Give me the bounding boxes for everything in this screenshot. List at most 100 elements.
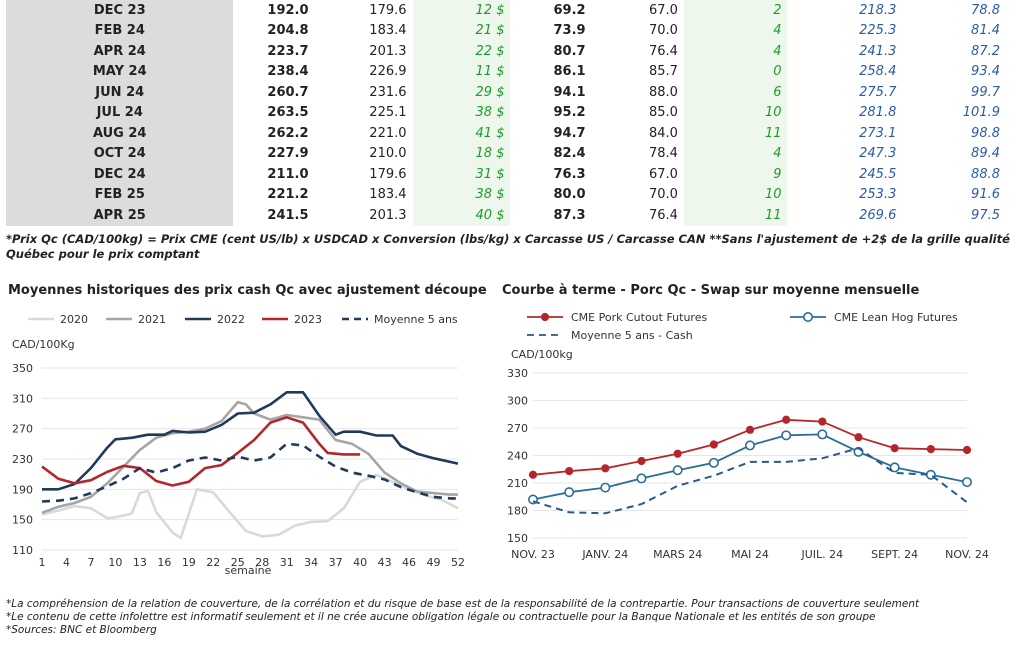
table-cell: 238.4 bbox=[267, 64, 309, 80]
data-point bbox=[600, 482, 611, 493]
x-tick-label: JANV. 24 bbox=[581, 548, 628, 561]
table-cell: 81.4 bbox=[971, 23, 1000, 39]
data-point bbox=[708, 457, 719, 468]
table-cell: 226.9 bbox=[369, 64, 407, 80]
table-cell: 41 $ bbox=[412, 123, 511, 144]
x-tick-label: SEPT. 24 bbox=[871, 548, 918, 561]
table-row: APR 24 223.7 201.3 22 $ 80.7 76.4 4 241.3 87.2 bbox=[6, 41, 1006, 62]
table-cell: 241.3 bbox=[859, 43, 897, 59]
table-cell: 247.3 bbox=[859, 146, 897, 162]
row-month-cell: AUG 24 bbox=[6, 123, 234, 144]
table-cell: 86.1 bbox=[553, 64, 586, 80]
table-cell: 275.7 bbox=[859, 84, 897, 100]
table-cell: 87.2 bbox=[971, 43, 1000, 59]
row-month-cell: MAY 24 bbox=[6, 61, 234, 82]
table-cell: 9 bbox=[683, 164, 788, 185]
y-tick-label: 330 bbox=[507, 367, 528, 380]
legend-label: 2020 bbox=[60, 313, 88, 326]
table-cell: 29 $ bbox=[412, 82, 511, 103]
table-cell: 76.4 bbox=[648, 43, 678, 59]
series-line bbox=[41, 473, 459, 540]
table-cell: 4 bbox=[683, 143, 788, 164]
y-tick-label: 310 bbox=[12, 392, 33, 405]
table-cell: 273.1 bbox=[859, 125, 897, 141]
data-point bbox=[744, 440, 755, 451]
table-cell: 269.6 bbox=[859, 207, 897, 223]
x-tick-label: 25 bbox=[231, 556, 245, 569]
table-cell: 227.9 bbox=[267, 146, 309, 162]
data-point bbox=[564, 487, 575, 498]
table-cell: 73.9 bbox=[553, 23, 586, 39]
x-tick-label: 10 bbox=[108, 556, 122, 569]
x-tick-label: 31 bbox=[280, 556, 294, 569]
x-tick-label: NOV. 24 bbox=[945, 548, 989, 561]
x-tick-label: 13 bbox=[133, 556, 147, 569]
x-tick-label: 43 bbox=[378, 556, 392, 569]
table-cell: 31 $ bbox=[412, 164, 511, 185]
table-cell: 183.4 bbox=[369, 187, 407, 203]
table-cell: 12 $ bbox=[412, 0, 511, 21]
table-row: APR 25 241.5 201.3 40 $ 87.3 76.4 11 269.6 97.5 bbox=[6, 205, 1006, 226]
table-cell: 95.2 bbox=[553, 105, 586, 121]
table-row: AUG 24 262.2 221.0 41 $ 94.7 84.0 11 273.1 98.8 bbox=[6, 123, 1006, 144]
table-cell: 221.0 bbox=[369, 125, 407, 141]
historical-cash-chart: 110 150 190 230 270 310 350 1 4 7 10 13 16 19 22 25 28 31… bbox=[12, 313, 465, 577]
table-cell: 260.7 bbox=[267, 84, 309, 100]
row-month-cell: APR 25 bbox=[6, 205, 234, 226]
table-cell: 183.4 bbox=[369, 23, 407, 39]
table-row: DEC 24 211.0 179.6 31 $ 76.3 67.0 9 245.5 88.8 bbox=[6, 164, 1006, 185]
table-cell: 76.3 bbox=[553, 166, 586, 182]
table-cell: 76.4 bbox=[648, 207, 678, 223]
table-cell: 10 bbox=[683, 184, 788, 205]
table-row: JUL 24 263.5 225.1 38 $ 95.2 85.0 10 281.8 101.9 bbox=[6, 102, 1006, 123]
x-tick-label: 40 bbox=[353, 556, 367, 569]
table-cell: 11 bbox=[683, 123, 788, 144]
data-point bbox=[817, 429, 828, 440]
table-cell: 91.6 bbox=[971, 187, 1000, 203]
y-tick-label: 190 bbox=[12, 483, 33, 496]
data-point bbox=[890, 444, 899, 453]
table-cell: 80.0 bbox=[553, 187, 586, 203]
table-cell: 67.0 bbox=[648, 166, 678, 182]
table-cell: 241.5 bbox=[267, 207, 309, 223]
row-month-cell: JUL 24 bbox=[6, 102, 234, 123]
table-cell: 225.1 bbox=[369, 105, 407, 121]
table-cell: 258.4 bbox=[859, 64, 897, 80]
series-line bbox=[532, 447, 968, 515]
row-month-cell: FEB 25 bbox=[6, 184, 234, 205]
table-cell: 6 bbox=[683, 82, 788, 103]
y-tick-label: 230 bbox=[12, 453, 33, 466]
table-row: JUN 24 260.7 231.6 29 $ 94.1 88.0 6 275.7 99.7 bbox=[6, 82, 1006, 103]
x-tick-label: MARS 24 bbox=[653, 548, 702, 561]
table-cell: 4 bbox=[683, 41, 788, 62]
table-cell: 69.2 bbox=[553, 2, 586, 18]
y-tick-label: 270 bbox=[12, 423, 33, 436]
table-cell: 99.7 bbox=[971, 84, 1000, 100]
y-tick-label: 350 bbox=[12, 362, 33, 375]
legend-label: Moyenne 5 ans bbox=[374, 313, 458, 326]
x-tick-label: 22 bbox=[206, 556, 220, 569]
row-month-cell: APR 24 bbox=[6, 41, 234, 62]
table-row: DEC 23 192.0 179.6 12 $ 69.2 67.0 2 218.3 78.8 bbox=[6, 0, 1006, 21]
table-cell: 85.0 bbox=[648, 105, 678, 121]
series-line bbox=[41, 400, 458, 515]
table-cell: 80.7 bbox=[553, 43, 586, 59]
table-cell: 93.4 bbox=[971, 64, 1000, 80]
table-cell: 85.7 bbox=[648, 64, 678, 80]
x-tick-label: 16 bbox=[157, 556, 171, 569]
legend-label: Moyenne 5 ans - Cash bbox=[571, 329, 693, 342]
table-cell: 88.0 bbox=[648, 84, 678, 100]
data-point bbox=[673, 449, 682, 458]
series-line bbox=[41, 442, 458, 503]
y-tick-label: 210 bbox=[507, 477, 528, 490]
table-cell: 97.5 bbox=[971, 207, 1000, 223]
table-cell: 218.3 bbox=[859, 2, 897, 18]
table-cell: 2 bbox=[683, 0, 788, 21]
table-cell: 11 bbox=[683, 205, 788, 226]
right-chart-title: Courbe à terme - Porc Qc - Swap sur moye… bbox=[502, 283, 920, 298]
data-point bbox=[961, 477, 972, 488]
table-cell: 84.0 bbox=[648, 125, 678, 141]
table-cell: 87.3 bbox=[553, 207, 586, 223]
x-tick-label: 1 bbox=[39, 556, 46, 569]
x-tick-label: 34 bbox=[304, 556, 318, 569]
